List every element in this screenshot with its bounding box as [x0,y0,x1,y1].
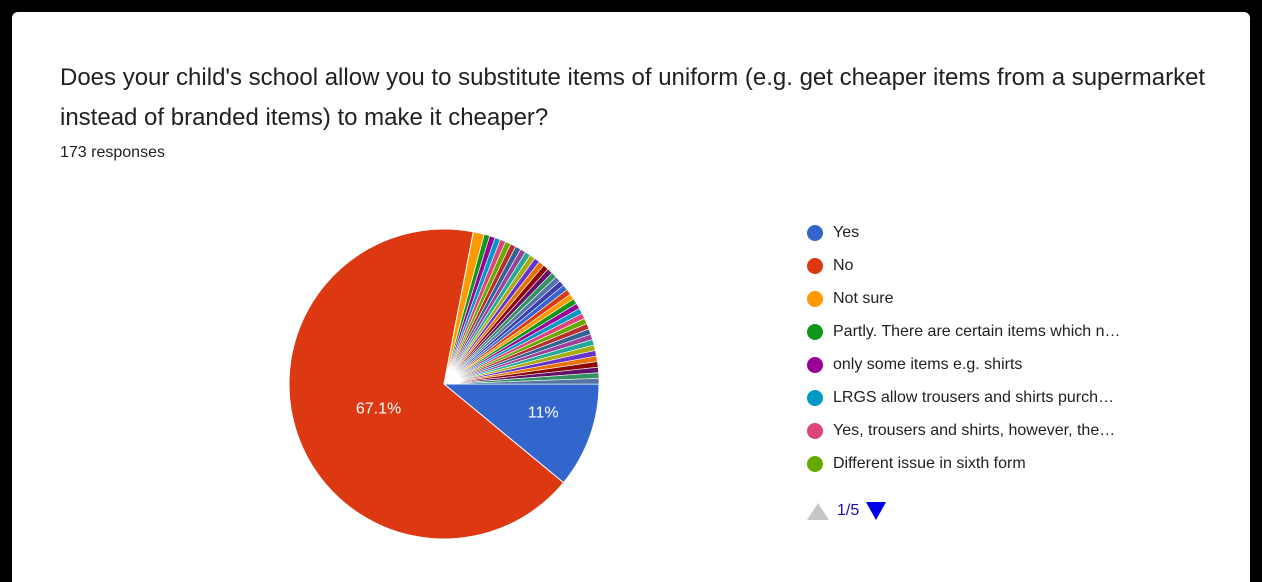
pie-slice[interactable] [288,228,565,540]
slice-percent-label: 67.1% [356,401,401,418]
legend-item[interactable]: No [807,249,1121,282]
legend-swatch [807,290,823,307]
legend-label: Not sure [833,289,894,307]
legend-item[interactable]: Yes, trousers and shirts, however, the… [807,414,1121,447]
legend-pager: 1/5 [807,502,887,520]
page-indicator: 1/5 [837,502,860,519]
pie-chart: 11% 67.1% [288,228,600,540]
pie-slice[interactable] [442,383,600,484]
question-title: Does your child's school allow you to su… [60,64,1206,131]
page-up-icon [807,502,829,520]
legend-label: Yes, trousers and shirts, however, the… [833,421,1116,439]
legend-swatch [807,389,823,406]
legend-item[interactable]: only some items e.g. shirts [807,348,1121,381]
legend-item[interactable]: Partly. There are certain items which n… [807,315,1121,348]
chart-legend: Yes No Not sure Partly. There are certain i… [807,216,1121,480]
legend-swatch [807,323,823,340]
legend-label: only some items e.g. shirts [833,355,1023,373]
legend-swatch [807,455,823,472]
legend-label: Partly. There are certain items which n… [833,322,1121,340]
legend-label: LRGS allow trousers and shirts purch… [833,388,1114,406]
legend-swatch [807,422,823,439]
legend-label: No [833,256,854,274]
pie-slice[interactable] [443,378,600,385]
legend-item[interactable]: LRGS allow trousers and shirts purch… [807,381,1121,414]
page-down-icon[interactable] [866,502,887,520]
legend-item[interactable]: Different issue in sixth form [807,447,1121,480]
legend-item[interactable]: Yes [807,216,1121,249]
slice-percent-label: 11% [528,405,559,422]
response-summary-card: Does your child's school allow you to su… [12,12,1250,582]
legend-swatch [807,224,823,241]
legend-label: Different issue in sixth form [833,454,1026,472]
legend-item[interactable]: Not sure [807,282,1121,315]
legend-swatch [807,356,823,373]
response-count: 173 responses [60,144,165,161]
legend-swatch [807,257,823,274]
legend-label: Yes [833,223,860,241]
